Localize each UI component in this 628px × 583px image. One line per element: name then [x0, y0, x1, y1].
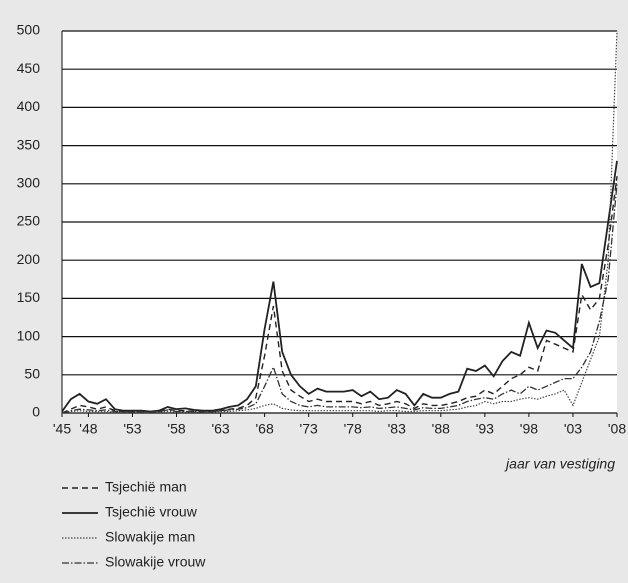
- y-tick-label: 100: [17, 327, 41, 343]
- x-tick-label: '03: [564, 421, 582, 437]
- y-tick-label: 450: [17, 60, 41, 76]
- x-tick-label: '63: [211, 421, 229, 437]
- x-tick-label: '88: [432, 421, 450, 437]
- x-tick-label: '78: [344, 421, 362, 437]
- series-line: [61, 30, 618, 414]
- legend-label: Slowakije vrouw: [105, 554, 206, 570]
- x-tick-label: '08: [608, 421, 626, 437]
- x-tick-label: '58: [167, 421, 185, 437]
- legend-label: Tsjechië man: [105, 479, 187, 495]
- legend-label: Tsjechië vrouw: [105, 504, 198, 520]
- x-tick-label: '98: [520, 421, 538, 437]
- x-tick-label: '73: [300, 421, 318, 437]
- x-tick-label: '68: [255, 421, 273, 437]
- series-line: [61, 183, 618, 414]
- y-tick-label: 400: [17, 98, 41, 114]
- y-tick-label: 250: [17, 213, 41, 229]
- y-tick-label: 50: [24, 366, 40, 382]
- y-tick-label: 200: [17, 251, 41, 267]
- y-tick-label: 500: [17, 22, 41, 38]
- y-tick-label: 150: [17, 289, 41, 305]
- x-tick-label: '53: [123, 421, 141, 437]
- y-tick-label: 300: [17, 175, 41, 191]
- legend-label: Slowakije man: [105, 529, 195, 545]
- x-axis-label: jaar van vestiging: [504, 456, 615, 472]
- x-tick-label: '45: [53, 421, 71, 437]
- x-tick-label: '48: [79, 421, 97, 437]
- y-tick-label: 0: [32, 404, 40, 420]
- x-tick-label: '93: [476, 421, 494, 437]
- y-tick-label: 350: [17, 136, 41, 152]
- x-tick-label: '83: [388, 421, 406, 437]
